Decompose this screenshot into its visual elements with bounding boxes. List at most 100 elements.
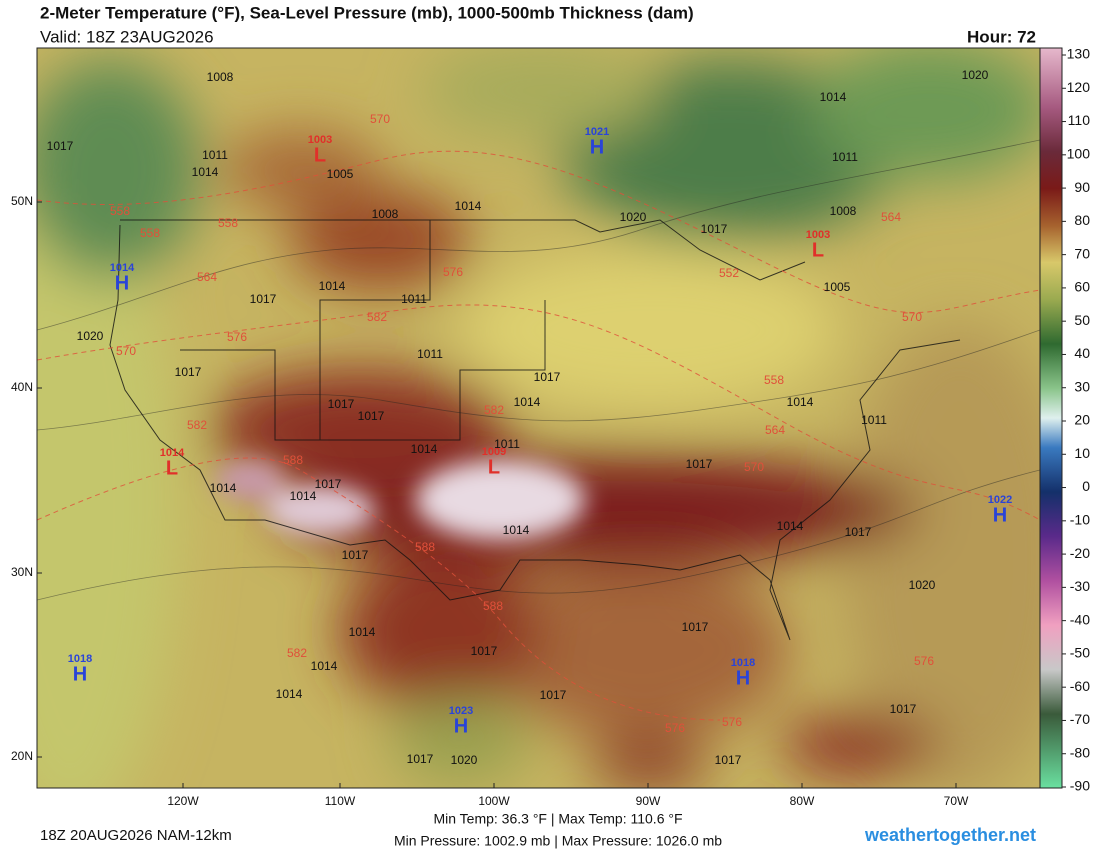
isobar-label: 1008 — [830, 204, 857, 218]
isobar-label: 1020 — [909, 578, 936, 592]
colorbar-tick-label: 90 — [1074, 179, 1090, 195]
lon-label: 120W — [167, 794, 199, 808]
isobar-label: 1017 — [471, 644, 498, 658]
isobar-label: 1017 — [540, 688, 567, 702]
isobar-label: 1011 — [417, 347, 443, 361]
isobar-label: 1017 — [47, 139, 74, 153]
center-symbol: H — [993, 504, 1007, 526]
colorbar-tick-label: 130 — [1067, 46, 1091, 62]
thickness-label: 558 — [218, 216, 238, 230]
center-symbol: H — [454, 715, 468, 737]
colorbar-tick-label: -70 — [1070, 711, 1090, 727]
lon-label: 80W — [790, 794, 815, 808]
center-symbol: H — [736, 667, 750, 689]
colorbar-tick-label: -60 — [1070, 678, 1090, 694]
thickness-label: 564 — [765, 423, 785, 437]
site-name: weathertogether.net — [864, 825, 1036, 845]
colorbar-tick-label: -10 — [1070, 512, 1090, 528]
isobar-label: 1017 — [701, 222, 728, 236]
colorbar-tick-label: 10 — [1074, 445, 1090, 461]
colorbar-tick-label: 0 — [1082, 478, 1090, 494]
colorbar-tick-label: -40 — [1070, 611, 1090, 627]
isobar-label: 1017 — [715, 753, 742, 767]
center-symbol: L — [488, 456, 500, 478]
lat-label: 40N — [11, 380, 33, 394]
isobar-label: 1008 — [372, 207, 399, 221]
isobar-label: 1014 — [787, 395, 814, 409]
lon-label: 90W — [636, 794, 661, 808]
center-symbol: L — [314, 144, 326, 166]
colorbar — [1039, 47, 1063, 789]
isobar-label: 1014 — [276, 687, 303, 701]
thickness-label: 588 — [483, 599, 503, 613]
thickness-label: 570 — [744, 460, 764, 474]
thickness-label: 588 — [415, 540, 435, 554]
lon-label: 70W — [944, 794, 969, 808]
thickness-label: 570 — [370, 112, 390, 126]
thickness-label: 564 — [881, 210, 901, 224]
center-symbol: H — [590, 136, 604, 158]
isobar-label: 1017 — [315, 477, 342, 491]
lon-label: 100W — [478, 794, 510, 808]
lat-label: 50N — [11, 194, 33, 208]
thickness-label: 570 — [902, 310, 922, 324]
valid-time: Valid: 18Z 23AUG2026 — [40, 27, 214, 46]
colorbar-tick-label: -20 — [1070, 545, 1090, 561]
isobar-label: 1017 — [845, 525, 872, 539]
isobar-label: 1011 — [401, 292, 427, 306]
colorbar-tick-label: -50 — [1070, 645, 1090, 661]
thickness-label: 564 — [197, 270, 217, 284]
isobar-label: 1017 — [890, 702, 917, 716]
colorbar-tick-label: 70 — [1074, 245, 1090, 261]
isobar-label: 1014 — [411, 442, 438, 456]
center-value: 1003 — [806, 229, 830, 241]
isobar-label: 1011 — [861, 413, 887, 427]
map-field — [37, 48, 1040, 788]
colorbar-tick-label: 50 — [1074, 312, 1090, 328]
center-value: 1021 — [585, 126, 609, 138]
isobar-label: 1011 — [494, 437, 520, 451]
center-symbol: L — [166, 457, 178, 479]
center-value: 1014 — [110, 262, 135, 274]
thickness-label: 576 — [665, 721, 685, 735]
thickness-label: 576 — [443, 265, 463, 279]
lon-label: 110W — [325, 794, 356, 808]
map-title: 2-Meter Temperature (°F), Sea-Level Pres… — [40, 3, 694, 22]
thickness-label: 582 — [287, 646, 307, 660]
isobar-label: 1017 — [407, 752, 434, 766]
lat-label: 20N — [11, 749, 33, 763]
isobar-label: 1011 — [202, 148, 228, 162]
colorbar-tick-label: 120 — [1067, 79, 1091, 95]
isobar-label: 1017 — [686, 457, 713, 471]
isobar-label: 1014 — [349, 625, 376, 639]
thickness-label: 582 — [367, 310, 387, 324]
center-symbol: H — [115, 272, 129, 294]
isobar-label: 1017 — [250, 292, 277, 306]
center-symbol: L — [812, 239, 824, 261]
isobar-label: 1008 — [207, 70, 234, 84]
thickness-label: 576 — [722, 715, 742, 729]
isobar-label: 1017 — [175, 365, 202, 379]
center-value: 1014 — [160, 447, 185, 459]
colorbar-tick-label: 100 — [1067, 146, 1091, 162]
isobar-label: 1014 — [455, 199, 482, 213]
colorbar-tick-label: 110 — [1068, 112, 1091, 128]
center-value: 1023 — [449, 705, 473, 717]
lat-label: 30N — [11, 565, 33, 579]
colorbar-tick-label: 60 — [1074, 279, 1090, 295]
colorbar-tick-label: 80 — [1074, 212, 1090, 228]
isobar-label: 1014 — [192, 165, 219, 179]
center-value: 1009 — [482, 446, 506, 458]
isobar-label: 1005 — [824, 280, 851, 294]
isobar-label: 1014 — [210, 481, 237, 495]
center-value: 1022 — [988, 494, 1012, 506]
thickness-label: 570 — [116, 344, 136, 358]
colorbar-tick-label: 20 — [1074, 412, 1090, 428]
thickness-label: 576 — [914, 654, 934, 668]
thickness-label: 558 — [764, 373, 784, 387]
isobar-label: 1014 — [290, 489, 317, 503]
isobar-label: 1017 — [342, 548, 369, 562]
colorbar-tick-label: -30 — [1070, 578, 1090, 594]
thickness-label: 558 — [140, 226, 160, 240]
